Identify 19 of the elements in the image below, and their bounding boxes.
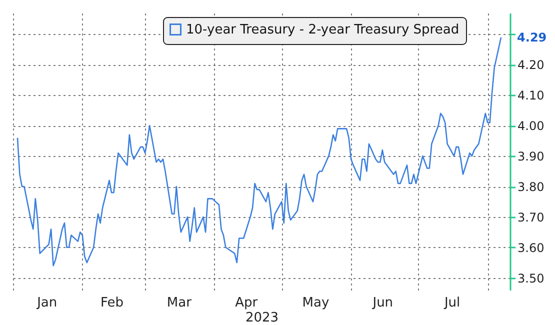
x-tick-label: Feb bbox=[100, 296, 124, 310]
x-tick-label: Jul bbox=[443, 296, 460, 310]
y-tick-label: 3.60 bbox=[518, 240, 544, 255]
y-tick-label: 3.90 bbox=[518, 150, 544, 164]
x-tick-label: Jun bbox=[372, 296, 394, 310]
y-tick-label: 4.20 bbox=[518, 58, 544, 72]
y-tick-label: 3.50 bbox=[518, 271, 544, 286]
y-tick-label: 3.80 bbox=[518, 180, 544, 194]
legend-label: 10-year Treasury - 2-year Treasury Spread bbox=[186, 22, 460, 38]
y-tick-label: 4.00 bbox=[518, 119, 544, 134]
line-series bbox=[16, 36, 502, 266]
x-tick-label: Mar bbox=[166, 296, 192, 310]
y-tick-label: 4.10 bbox=[518, 88, 544, 103]
x-tick-label: May bbox=[302, 296, 330, 310]
x-axis-title: 2023 bbox=[245, 310, 279, 325]
x-tick-label: Jan bbox=[36, 296, 58, 310]
x-tick-label: Apr bbox=[235, 296, 258, 310]
y-tick-label: 3.70 bbox=[518, 210, 544, 224]
annotation: 4.29 bbox=[517, 30, 547, 44]
